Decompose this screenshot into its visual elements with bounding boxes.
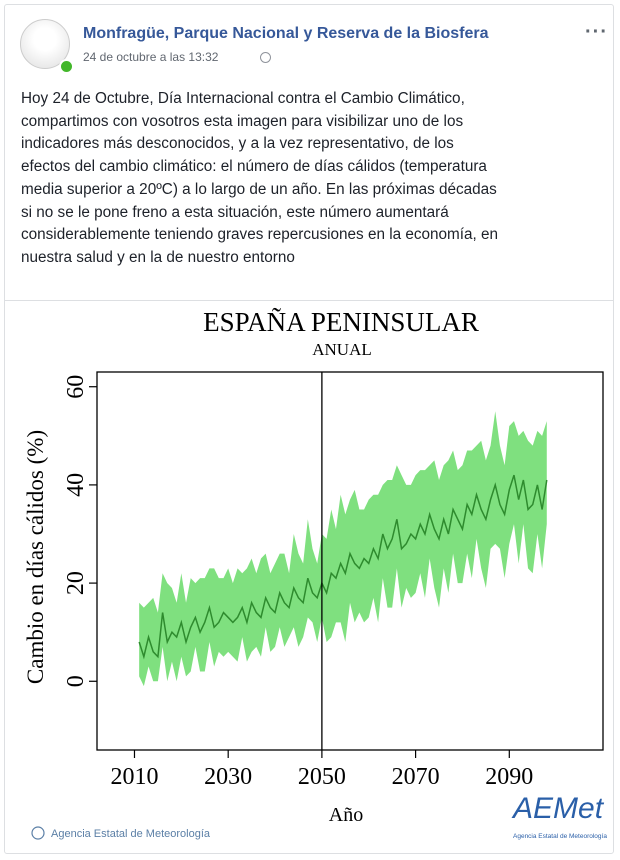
x-tick-label: 2030 (204, 764, 252, 790)
y-tick-label: 60 (63, 375, 89, 399)
post-text-line: media superior a 20ºC) a lo largo de un … (21, 180, 497, 198)
chart-title: ESPAÑA PENINSULAR (203, 307, 479, 337)
online-dot (59, 59, 74, 74)
x-tick-label: 2010 (110, 764, 158, 790)
copyright-icon (31, 826, 45, 840)
post-text-line: nuestra salud y en la de nuestro entorno (21, 248, 295, 266)
post-card: Monfragüe, Parque Nacional y Reserva de … (4, 4, 614, 854)
author-name[interactable]: Monfragüe, Parque Nacional y Reserva de … (83, 25, 489, 42)
post-text-line: Hoy 24 de Octubre, Día Internacional con… (21, 90, 465, 107)
more-menu[interactable]: ··· (585, 21, 608, 43)
uncertainty-band (139, 411, 547, 687)
x-axis-label: Año (329, 804, 363, 826)
x-tick-label: 2090 (485, 764, 533, 790)
y-tick-label: 40 (63, 473, 89, 497)
post-text-line: efectos del cambio climático: el número … (21, 158, 487, 176)
post-text: Hoy 24 de Octubre, Día Internacional con… (21, 88, 611, 270)
mean-line (138, 474, 548, 660)
post-text-line: si no se le pone freno a esta situación,… (21, 203, 449, 221)
x-tick-label: 2070 (392, 764, 440, 790)
y-axis-label: Cambio en días cálidos (%) (23, 430, 48, 684)
logo: AEMet (511, 792, 605, 825)
plot-frame (96, 371, 604, 751)
post-text-line: considerablemente teniendo graves reperc… (21, 226, 499, 244)
chart-subtitle: ANUAL (312, 340, 372, 359)
post-text-line: compartimos con vosotros esta imagen par… (21, 112, 464, 130)
footer: Agencia Estatal de Meteorología (51, 828, 211, 840)
logo-caption: Agencia Estatal de Meteorología (513, 833, 607, 840)
separator (5, 300, 613, 301)
post-date[interactable]: 24 de octubre a las 13:32 (83, 50, 219, 64)
x-tick-label: 2050 (298, 764, 346, 790)
avatar[interactable] (20, 19, 70, 69)
privacy-icon (260, 52, 271, 63)
post-text-line: indicadores más desconocidos, y a la vez… (21, 135, 454, 153)
chart: ESPAÑA PENINSULAR ANUAL Cambio en días c… (23, 307, 607, 840)
y-tick-label: 0 (63, 675, 89, 687)
y-tick-label: 20 (63, 571, 89, 595)
